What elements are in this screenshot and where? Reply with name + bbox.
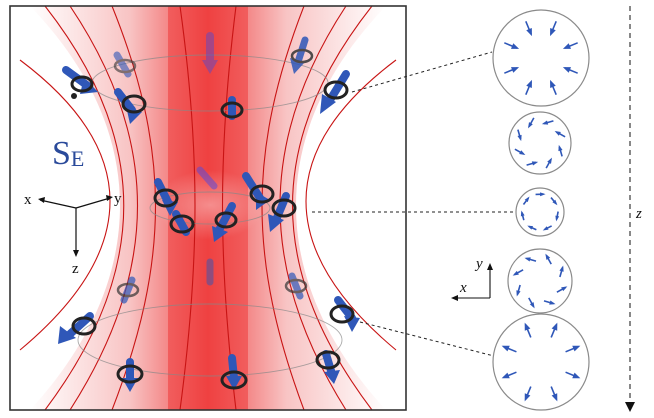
axis-label-x: x: [24, 192, 32, 208]
field-arrow-head: [527, 225, 534, 230]
field-arrow-head: [550, 79, 556, 89]
field-arrow-head: [501, 345, 510, 352]
spin-arrow: [320, 70, 350, 114]
field-arrow-head: [552, 199, 558, 206]
field-arrow-head: [510, 67, 520, 73]
spin-arrow: [169, 210, 195, 236]
field-arrow-head: [547, 157, 552, 164]
field-arrow-head: [551, 322, 558, 331]
spin-arrow: [202, 32, 218, 74]
field-arrow-head: [558, 144, 563, 152]
field-arrow-head: [510, 43, 520, 49]
field-arrow-head: [526, 27, 532, 37]
cross-section-top: [492, 9, 590, 107]
spin-arrow: [242, 172, 275, 210]
cross-sections: [492, 9, 590, 411]
cs-axis-label-y: y: [474, 256, 483, 272]
cross-section-circle: [507, 248, 573, 314]
field-arrow-head: [528, 122, 533, 129]
field-arrow-head: [524, 196, 530, 203]
panel-frame: [9, 5, 407, 411]
field-arrow-head: [550, 27, 556, 37]
spin-arrow: [113, 51, 137, 78]
spin-arrows: [58, 32, 360, 392]
spin-arrow: [268, 192, 297, 232]
xyz-axes-inset: [38, 195, 113, 257]
connector-lines: [312, 51, 516, 357]
field-arrow-head: [549, 300, 556, 305]
field-arrow-head: [531, 161, 539, 166]
field-arrow-head: [524, 257, 531, 262]
field-arrow-head: [520, 210, 525, 217]
axis-label-y: y: [114, 191, 122, 207]
field-arrow-head: [551, 393, 558, 402]
field-arrow-head: [555, 215, 560, 222]
beam-label: SE: [52, 135, 84, 172]
spin-arrow: [116, 358, 144, 392]
field-arrow-head: [554, 131, 561, 136]
spin-arrow: [114, 88, 147, 124]
z-axis-label: z: [635, 206, 642, 222]
axis-label-z: z: [72, 261, 79, 277]
field-arrow-head: [529, 302, 535, 309]
field-arrow-head: [541, 120, 549, 125]
field-arrow-head: [572, 372, 581, 379]
field-arrow-head: [540, 192, 546, 197]
cross-section-upper: [508, 111, 572, 175]
z-axis-arrowhead: [625, 402, 635, 412]
field-arrow-head: [516, 290, 521, 297]
field-arrow-head: [519, 150, 526, 155]
cross-section-circle: [508, 111, 572, 175]
field-arrow-head: [562, 43, 572, 49]
field-arrow-head: [572, 345, 581, 352]
spin-arrow: [315, 350, 341, 384]
spin-arrow: [284, 272, 308, 300]
cs-axis-label-x: x: [459, 280, 467, 296]
spin-arrow: [116, 276, 140, 304]
field-arrow-head: [524, 393, 531, 402]
field-arrow-head: [526, 79, 532, 89]
spin-arrow: [220, 96, 244, 120]
spin-arrow: [212, 202, 238, 242]
field-arrow-head: [517, 134, 522, 142]
field-arrow-head: [501, 372, 510, 379]
spin-arrow: [62, 66, 98, 99]
cross-section-waist: [515, 187, 565, 237]
cross-section-lower: [507, 248, 573, 314]
cross-section-bottom: [492, 313, 590, 411]
spin-arrow: [58, 312, 97, 344]
field-arrow-head: [562, 67, 572, 73]
cross-section-circle: [492, 9, 590, 107]
cross-section-circle: [492, 313, 590, 411]
field-arrow-head: [524, 322, 531, 331]
field-arrow-head: [559, 265, 564, 272]
cross-section-axes: [451, 263, 493, 301]
spin-arrow: [220, 354, 248, 390]
field-arrow-head: [542, 226, 549, 231]
spin-arrow: [196, 166, 218, 190]
beam-panel: SE x y z: [9, 5, 407, 411]
cross-section-circle: [515, 187, 565, 237]
field-arrow-head: [512, 270, 519, 276]
spin-arrow: [153, 178, 179, 216]
spin-arrow: [329, 296, 360, 332]
field-arrow-head: [545, 253, 551, 260]
spin-arrow: [290, 36, 314, 74]
field-arrow-head: [561, 286, 568, 292]
